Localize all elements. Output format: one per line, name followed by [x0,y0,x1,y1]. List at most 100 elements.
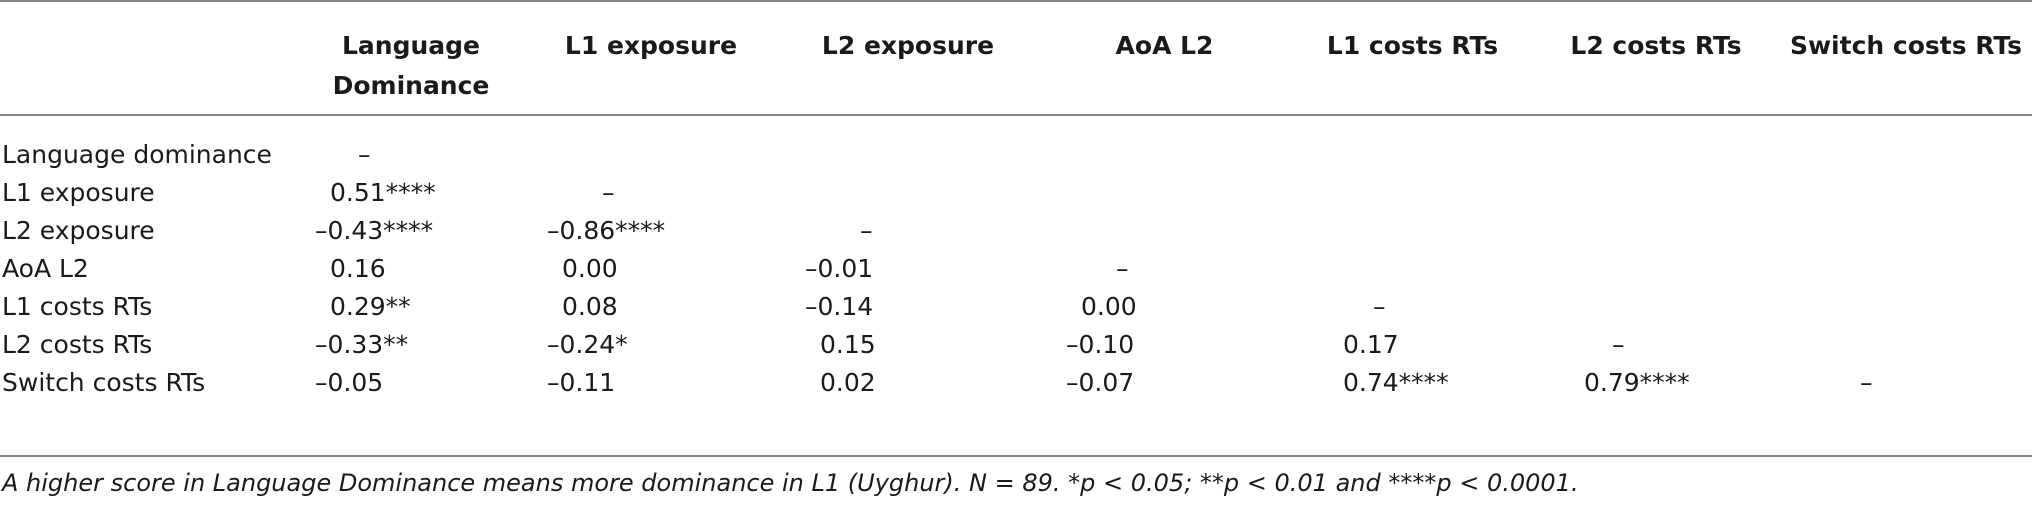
row-label: L2 exposure [2,216,155,245]
cell-value: 0.02 [820,368,876,397]
table-cell [1036,212,1293,250]
table-cell: 0.08 [522,288,780,326]
table-cell: – [780,212,1036,250]
row-label: Language dominance [2,140,272,169]
table-row: Language dominance – [0,115,2032,174]
table-cell [1532,250,1780,288]
table-cell: 0.17 [1293,326,1532,364]
cell-value: –0.07 [1066,368,1135,397]
table-footnote: A higher score in Language Dominance mea… [2,469,1579,497]
table-row: L1 exposure 0.51**** – [0,174,2032,212]
table-cell: 0.16 [300,250,522,288]
header-language-dominance: Language Dominance [332,31,490,100]
table-cell [1036,115,1293,174]
header-switch-costs-rts: Switch costs RTs [1789,31,2023,60]
cell-value: 0.51**** [330,178,436,207]
cell-value: 0.08 [562,292,618,321]
row-label: L1 costs RTs [2,292,153,321]
table-row: L1 costs RTs 0.29** 0.08 –0.14 0.00 – [0,288,2032,326]
table-cell [780,174,1036,212]
table-cell [1780,326,2032,364]
correlation-table: Language Dominance L1 exposure L2 exposu… [0,1,2032,410]
row-label: L2 costs RTs [2,330,153,359]
table-cell: – [1293,288,1532,326]
table-cell [1780,250,2032,288]
table-cell [1532,115,1780,174]
header-aoa-l2: AoA L2 [1115,31,1214,60]
table-cell: –0.24* [522,326,780,364]
header-l1-exposure: L1 exposure [564,31,738,60]
table-cell: –0.11 [522,364,780,410]
table-cell: –0.05 [300,364,522,410]
table-cell: –0.43**** [300,212,522,250]
row-label: Switch costs RTs [2,368,206,397]
table-cell [1293,115,1532,174]
header-l2-exposure: L2 exposure [821,31,995,60]
cell-value: – [1116,254,1129,283]
table-cell: 0.51**** [300,174,522,212]
cell-value: 0.15 [820,330,876,359]
table-row: L2 costs RTs –0.33** –0.24* 0.15 –0.10 0.17 – [0,326,2032,364]
table-header: Language Dominance L1 exposure L2 exposu… [0,1,2032,115]
table-cell: 0.00 [522,250,780,288]
cell-value: 0.29** [330,292,411,321]
cell-value: – [860,216,873,245]
cell-value: –0.01 [805,254,874,283]
cell-value: –0.43**** [315,216,434,245]
table-cell: –0.01 [780,250,1036,288]
cell-value: – [358,140,371,169]
table-cell: 0.00 [1036,288,1293,326]
table-cell: 0.02 [780,364,1036,410]
cell-value: – [1612,330,1625,359]
header-l2-costs-rts: L2 costs RTs [1570,31,1742,60]
table-body: Language dominance – L1 exposure 0.51**** – L… [0,115,2032,410]
table-row: L2 exposure –0.43**** –0.86**** – [0,212,2032,250]
cell-value: 0.79**** [1584,368,1690,397]
table-bottom-rule [0,455,2032,457]
cell-value: 0.17 [1343,330,1399,359]
header-row: Language Dominance L1 exposure L2 exposu… [0,1,2032,115]
table-cell [1780,288,2032,326]
table-cell [1036,174,1293,212]
table-cell: –0.10 [1036,326,1293,364]
table-cell [1780,212,2032,250]
table-cell: – [522,174,780,212]
cell-value: –0.14 [805,292,874,321]
table-cell [1293,212,1532,250]
table-cell [1532,288,1780,326]
table-cell [1780,115,2032,174]
row-label: AoA L2 [2,254,89,283]
table-cell: –0.33** [300,326,522,364]
cell-value: 0.16 [330,254,386,283]
cell-value: –0.24* [547,330,628,359]
table-row: Switch costs RTs –0.05 –0.11 0.02 –0.07 0.74*… [0,364,2032,410]
cell-value: – [1373,292,1386,321]
cell-value: –0.86**** [547,216,666,245]
table-cell [1532,212,1780,250]
row-label: L1 exposure [2,178,155,207]
table-cell: 0.29** [300,288,522,326]
table-cell: –0.07 [1036,364,1293,410]
cell-value: – [602,178,615,207]
cell-value: –0.33** [315,330,409,359]
cell-value: –0.11 [547,368,616,397]
cell-value: –0.05 [315,368,384,397]
table-cell: – [1036,250,1293,288]
table-cell: – [300,115,522,174]
cell-value: –0.10 [1066,330,1135,359]
table-cell: – [1532,326,1780,364]
cell-value: 0.00 [1081,292,1137,321]
header-l1-costs-rts: L1 costs RTs [1326,31,1499,60]
table-cell [1780,174,2032,212]
table-cell: – [1780,364,2032,410]
table-cell: 0.74**** [1293,364,1532,410]
table-cell [522,115,780,174]
table-cell: –0.86**** [522,212,780,250]
cell-value: 0.00 [562,254,618,283]
table-cell: 0.15 [780,326,1036,364]
table-cell [1293,174,1532,212]
header-cell-empty [0,1,300,115]
cell-value: – [1860,368,1873,397]
cell-value: 0.74**** [1343,368,1449,397]
